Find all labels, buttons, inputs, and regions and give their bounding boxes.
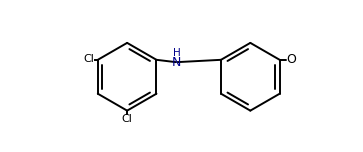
Text: N: N: [172, 56, 181, 69]
Text: Cl: Cl: [122, 114, 132, 124]
Text: Cl: Cl: [83, 54, 94, 64]
Text: H: H: [174, 48, 181, 58]
Text: O: O: [287, 53, 297, 66]
